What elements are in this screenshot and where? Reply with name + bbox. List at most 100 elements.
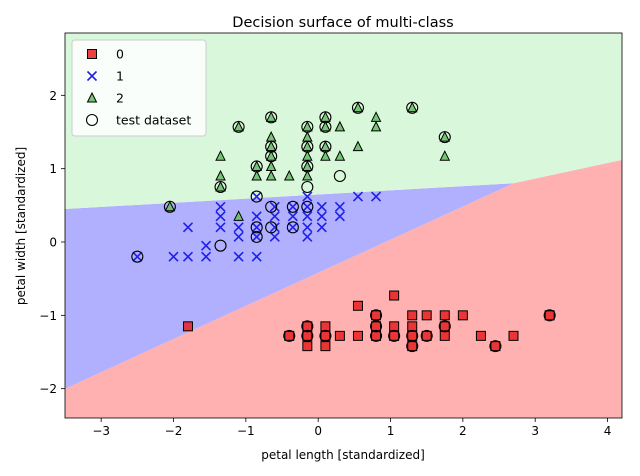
point-0 [302, 341, 313, 352]
point-2 [283, 169, 295, 181]
x-tick-label: −1 [237, 424, 255, 438]
point-1 [233, 251, 244, 262]
point-0 [389, 290, 400, 301]
point-1 [168, 251, 179, 262]
point-1 [316, 222, 327, 233]
point-2 [352, 101, 364, 113]
point-1 [251, 251, 262, 262]
y-tick-label: −1 [39, 309, 57, 323]
point-2 [251, 169, 263, 181]
point-2 [406, 101, 418, 113]
point-1 [302, 211, 313, 222]
point-0 [457, 310, 468, 321]
point-2 [265, 150, 277, 161]
legend-label: test dataset [116, 113, 191, 128]
x-axis-ticks: −3 −2 −1 0 1 2 3 4 [92, 418, 611, 438]
point-0 [439, 321, 450, 332]
x-tick-label: −3 [92, 424, 110, 438]
point-1 [316, 201, 327, 212]
y-tick-label: 2 [49, 89, 57, 103]
point-0 [352, 300, 363, 311]
point-test-dataset [250, 190, 263, 203]
point-0 [389, 321, 400, 332]
point-test-dataset [301, 200, 314, 213]
point-2 [265, 111, 277, 122]
legend-label: 2 [116, 91, 124, 106]
point-test-dataset [301, 160, 314, 173]
point-test-dataset [319, 140, 332, 153]
point-2 [439, 131, 451, 142]
point-1 [215, 201, 226, 212]
point-test-dataset [163, 200, 176, 213]
point-0 [302, 321, 313, 332]
point-test-dataset [420, 329, 433, 342]
point-0 [490, 341, 501, 352]
legend: 0 1 2 test dataset [71, 39, 207, 137]
point-2 [164, 200, 176, 212]
point-1 [352, 191, 364, 202]
point-1 [287, 201, 298, 212]
point-test-dataset [406, 340, 419, 353]
data-points [131, 101, 556, 353]
point-1 [200, 240, 212, 251]
x-tick-label: 2 [459, 424, 467, 438]
point-0 [407, 310, 418, 321]
point-0 [508, 330, 519, 341]
point-0 [320, 341, 331, 352]
point-2 [302, 160, 313, 171]
point-0 [544, 310, 555, 321]
point-2 [233, 210, 244, 221]
point-test-dataset [283, 329, 296, 342]
point-2 [439, 150, 451, 161]
point-2 [265, 160, 277, 171]
point-test-dataset [214, 180, 227, 194]
point-1 [316, 211, 327, 222]
point-test-dataset [250, 221, 263, 234]
point-2 [302, 140, 313, 152]
point-0 [475, 330, 486, 341]
point-0 [302, 330, 313, 341]
legend-marker-2 [86, 91, 98, 103]
point-2 [233, 120, 244, 132]
x-tick-label: 1 [387, 424, 395, 438]
legend-marker-1 [86, 70, 98, 82]
point-2 [302, 120, 313, 132]
point-0 [352, 330, 363, 341]
point-test-dataset [351, 101, 365, 114]
y-tick-label: 0 [49, 236, 57, 250]
point-1 [251, 211, 262, 222]
point-test-dataset [370, 320, 383, 333]
point-test-dataset [543, 309, 556, 322]
point-test-dataset [319, 120, 332, 133]
point-1 [233, 222, 244, 233]
x-axis-label: petal length [standardized] [261, 448, 425, 462]
point-1 [269, 231, 280, 242]
legend-label: 0 [116, 47, 124, 62]
point-1 [233, 231, 244, 242]
point-2 [370, 120, 382, 132]
point-2 [320, 140, 331, 152]
point-test-dataset [319, 111, 332, 124]
point-0 [439, 310, 450, 321]
point-1 [251, 222, 262, 233]
point-1 [302, 231, 313, 242]
point-1 [251, 191, 262, 202]
point-test-dataset [250, 230, 263, 243]
point-test-dataset [286, 221, 299, 234]
point-test-dataset [301, 329, 314, 342]
point-test-dataset [265, 221, 278, 234]
point-1 [302, 222, 313, 233]
point-test-dataset [370, 329, 383, 342]
point-0 [407, 330, 418, 341]
region-class-1 [65, 183, 514, 389]
point-1 [269, 211, 280, 222]
point-1 [215, 211, 226, 222]
point-0 [182, 321, 193, 332]
point-1 [251, 231, 262, 242]
point-1 [269, 201, 280, 212]
x-tick-label: 0 [314, 424, 322, 438]
point-2 [251, 160, 263, 171]
point-0 [334, 330, 345, 341]
point-test-dataset [489, 340, 502, 353]
point-test-dataset [301, 140, 314, 153]
